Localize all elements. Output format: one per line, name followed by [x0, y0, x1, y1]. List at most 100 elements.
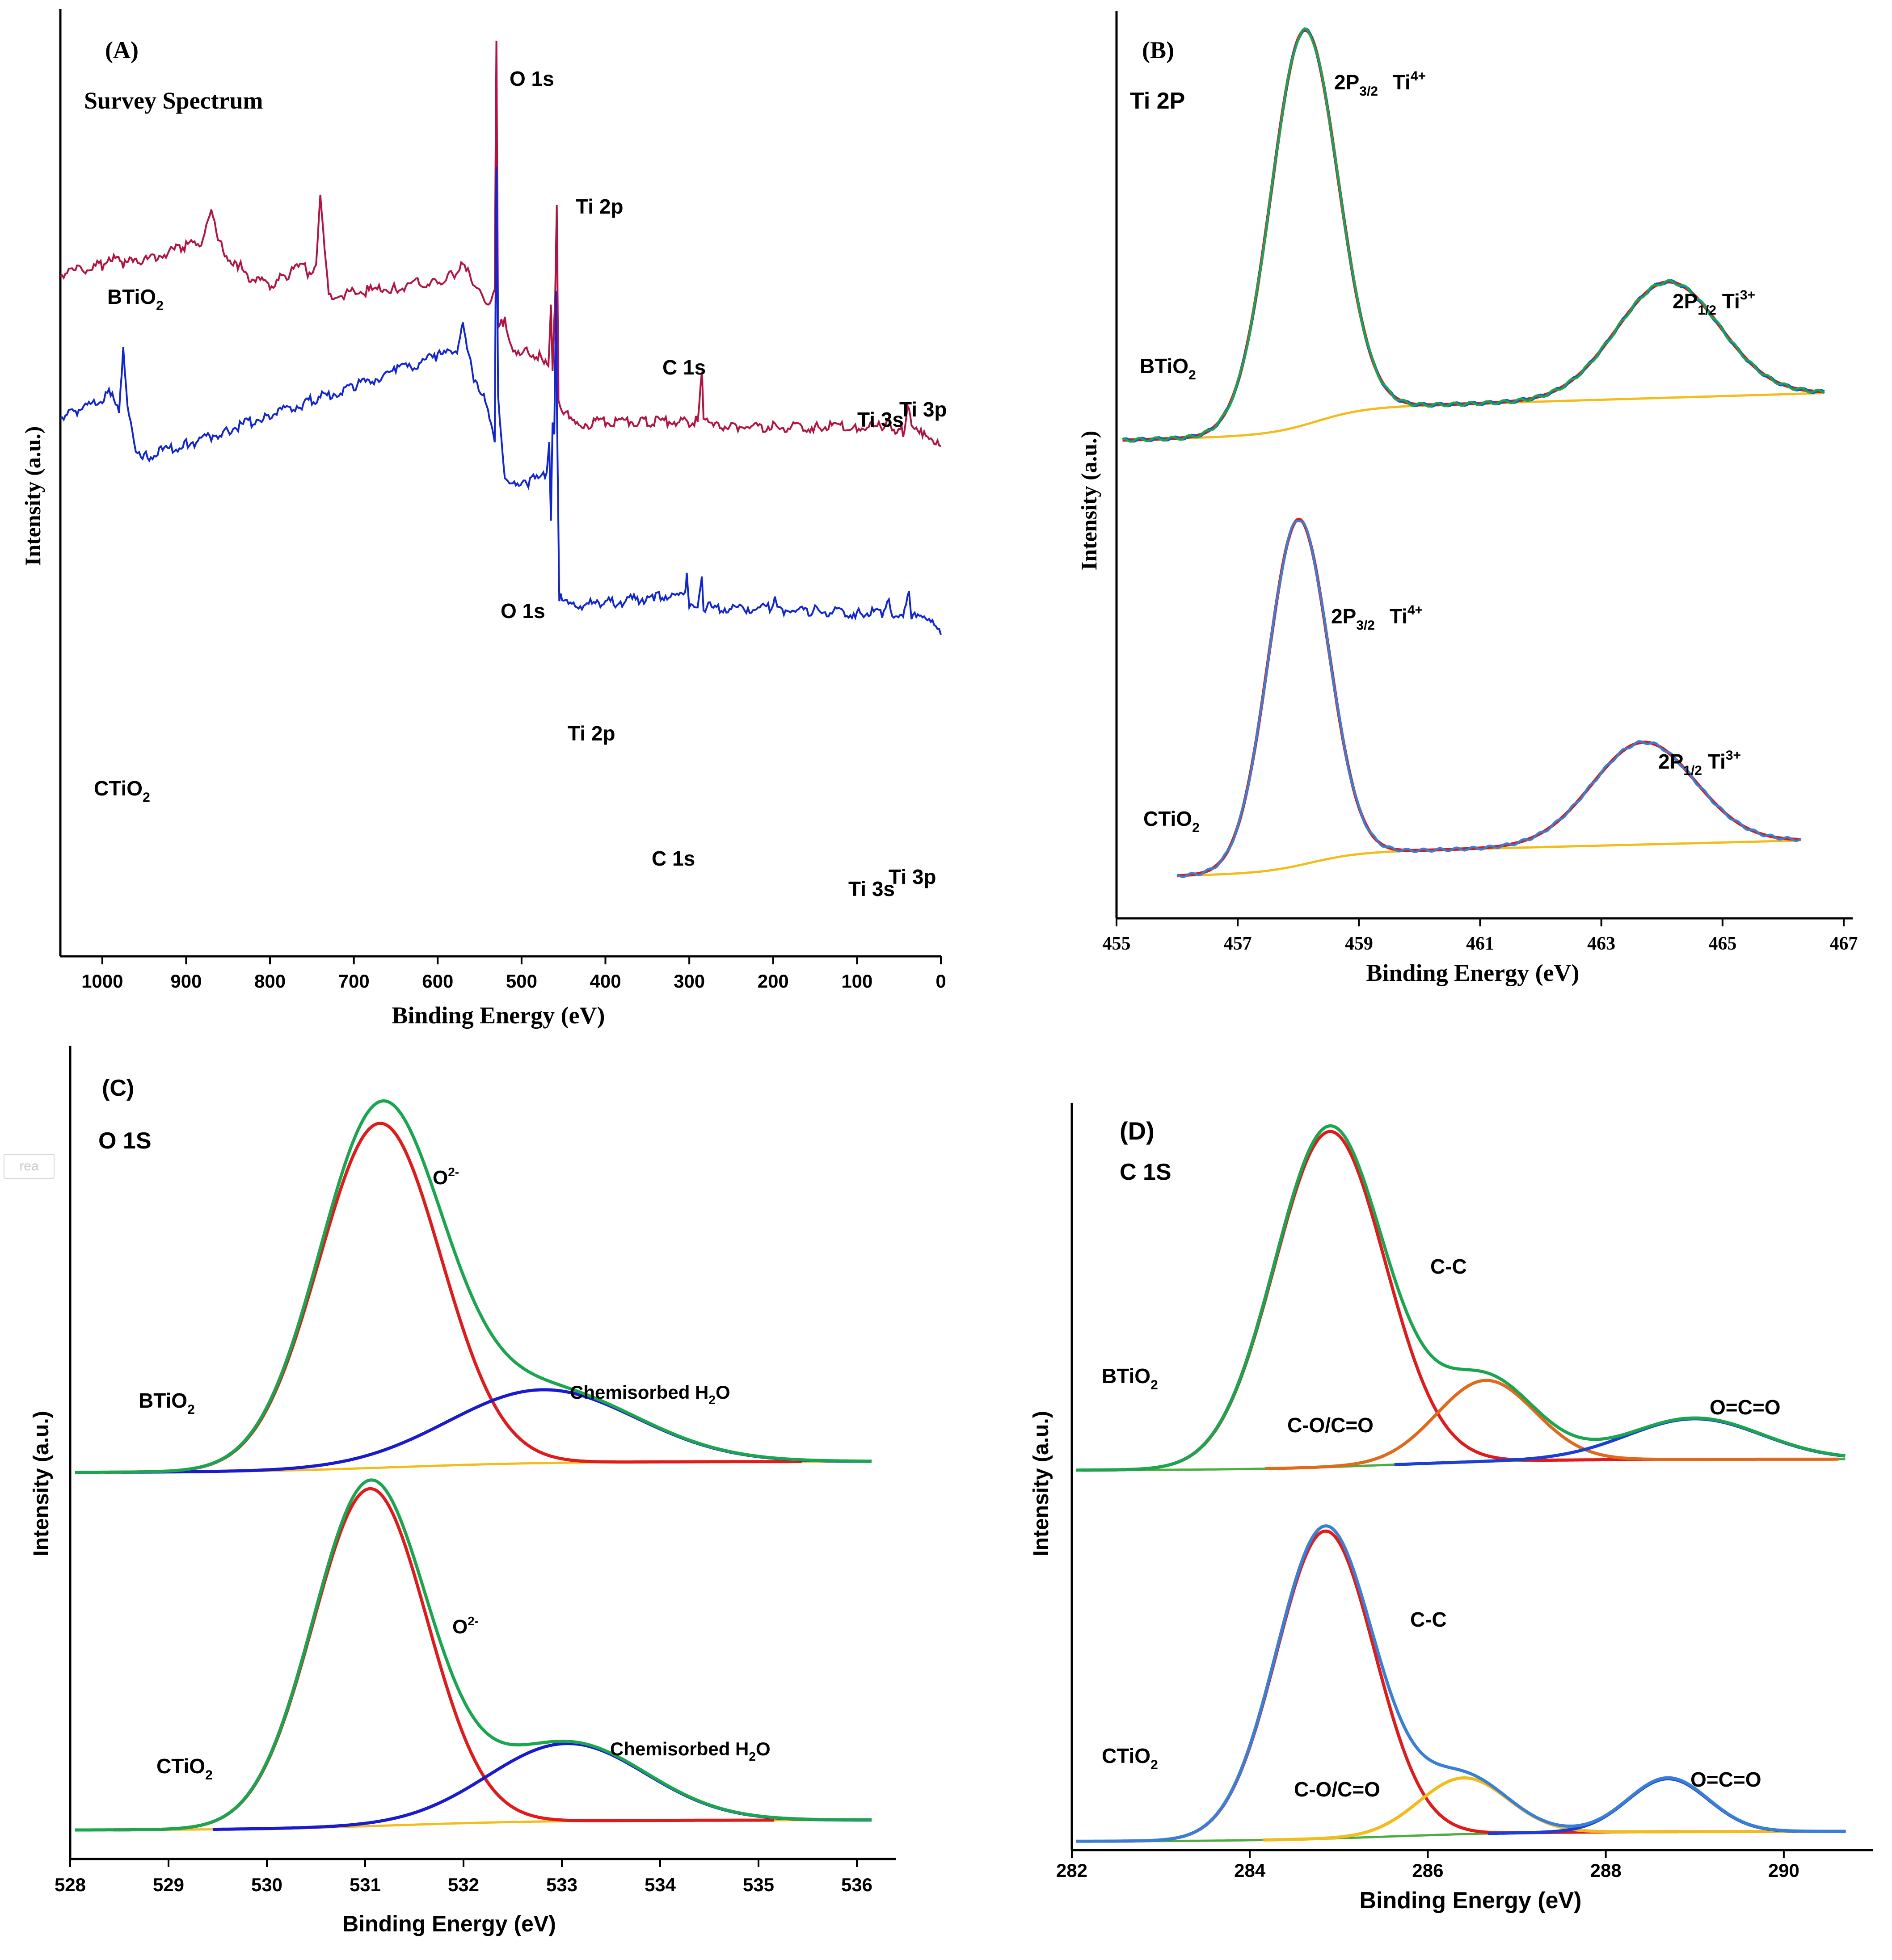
- panel-c-x-axis-title: Binding Energy (eV): [342, 1911, 556, 1936]
- x-tick-label: 457: [1224, 934, 1252, 954]
- ctio2-series-label: CTiO2: [94, 777, 150, 805]
- component-c-c: [1105, 1529, 1678, 1843]
- x-tick-label: 300: [674, 971, 705, 992]
- panel-d-label: (D): [1120, 1117, 1155, 1145]
- panel-a-x-axis-title: Binding Energy (eV): [392, 1002, 605, 1029]
- panel-b-x-axis-title: Binding Energy (eV): [1366, 959, 1579, 986]
- envelope-line: [1122, 29, 1825, 442]
- x-tick-label: 536: [841, 1874, 872, 1895]
- btio2-o2-annotation: O2-: [433, 1165, 459, 1189]
- ctio2-oco-annotation: O=C=O: [1690, 1768, 1761, 1791]
- component-chemisorbed-h2o: [122, 1388, 871, 1474]
- panel-d-subtitle: C 1S: [1120, 1159, 1171, 1185]
- x-tick-label: 1000: [81, 971, 123, 992]
- btio2-2p12-ti3-annotation: 2P1/2 Ti3+: [1673, 288, 1755, 318]
- x-tick-label: 467: [1830, 934, 1858, 954]
- ctio2-c1s-annotation: C 1s: [652, 847, 695, 870]
- panel-b-subtitle: Ti 2P: [1130, 88, 1185, 114]
- ctio2-ti2p-annotation: Ti 2p: [568, 722, 615, 745]
- btio2-c1s-annotation: C 1s: [662, 356, 706, 379]
- panel-d-curves: [1076, 1124, 1846, 1843]
- envelope-line: [1076, 1124, 1846, 1472]
- panel-a-x-ticks: 1000 900 800 700 600 500 400 300 200 100 0: [81, 956, 946, 992]
- series-line-ctio2: [59, 167, 942, 635]
- btio2-ti2p-annotation: Ti 2p: [576, 195, 624, 218]
- envelope-line: [1177, 517, 1801, 878]
- x-tick-label: 290: [1768, 1860, 1799, 1881]
- panel-c-subtitle: O 1S: [98, 1128, 152, 1154]
- panel-b-x-ticks: 455 457 459 461 463 465 467: [1103, 918, 1858, 954]
- x-tick-label: 200: [758, 971, 789, 992]
- panel-b-ti2p: 455 457 459 461 463 465 467 (B) Ti 2P Binding …: [1076, 11, 1858, 986]
- x-tick-label: 600: [422, 971, 453, 992]
- x-tick-label: 528: [55, 1874, 86, 1895]
- component-c-c: [1081, 1130, 1712, 1472]
- panel-b-y-axis-title: Intensity (a.u.): [1076, 431, 1101, 571]
- component-o-c-o: [1487, 1777, 1846, 1835]
- btio2-series-label: BTiO2: [107, 285, 164, 313]
- x-tick-label: 284: [1234, 1860, 1266, 1881]
- x-tick-label: 461: [1466, 934, 1494, 954]
- panel-c-x-ticks: 528 529 530 531 532 533 534 535 536: [55, 1859, 872, 1895]
- panel-b-curves: [1122, 27, 1825, 878]
- series-line-btio2: [60, 41, 941, 447]
- ctio2-co-annotation: C-O/C=O: [1294, 1778, 1380, 1801]
- btio2-oco-annotation: O=C=O: [1710, 1396, 1781, 1419]
- component-c-o-c-o: [1265, 1379, 1839, 1470]
- panel-c-o1s: 528 529 530 531 532 533 534 535 536 (C) O 1S Bin…: [29, 1046, 896, 1936]
- envelope-line: [75, 1099, 872, 1474]
- panel-a-survey-spectrum: 1000 900 800 700 600 500 400 300 200 100 0 (A) Sur…: [20, 9, 947, 1029]
- background-line: [1122, 392, 1823, 442]
- x-tick-label: 400: [590, 971, 621, 992]
- panel-a-label: (A): [105, 37, 139, 63]
- x-tick-label: 465: [1708, 934, 1736, 954]
- panel-b-ctio2-label: CTiO2: [1143, 807, 1200, 835]
- panel-c-label: (C): [102, 1075, 134, 1101]
- ctio2-2p32-ti4-annotation: 2P3/2 Ti4+: [1331, 603, 1423, 633]
- x-tick-label: 500: [506, 971, 537, 992]
- panel-d-x-ticks: 282 284 286 288 290: [1056, 1850, 1799, 1881]
- btio2-ti3s-annotation: Ti 3s: [857, 408, 904, 431]
- x-tick-label: 800: [254, 971, 286, 992]
- btio2-co-annotation: C-O/C=O: [1287, 1413, 1374, 1437]
- x-tick-label: 282: [1056, 1860, 1087, 1881]
- panel-c-curves: [75, 1099, 872, 1832]
- ctio2-o2-annotation: O2-: [452, 1614, 479, 1638]
- panel-c-btio2-label: BTiO2: [139, 1389, 195, 1417]
- x-tick-label: 535: [743, 1874, 774, 1895]
- x-tick-label: 700: [338, 971, 370, 992]
- panel-c-y-axis-title: Intensity (a.u.): [29, 1411, 53, 1556]
- panel-a-series: [59, 41, 942, 635]
- btio2-ti3p-annotation: Ti 3p: [899, 398, 947, 421]
- x-tick-label: 463: [1587, 934, 1615, 954]
- panel-b-label: (B): [1142, 37, 1174, 63]
- ctio2-ti3p-annotation: Ti 3p: [889, 865, 936, 888]
- area-tag: rea: [4, 1154, 55, 1179]
- ctio2-cc-annotation: C-C: [1410, 1608, 1447, 1631]
- x-tick-label: 286: [1412, 1860, 1443, 1881]
- panel-d-btio2-label: BTiO2: [1102, 1364, 1158, 1392]
- envelope-line: [1176, 520, 1801, 878]
- panel-d-x-axis-title: Binding Energy (eV): [1360, 1888, 1582, 1914]
- envelope-line: [1076, 1524, 1846, 1843]
- btio2-o1s-annotation: O 1s: [510, 67, 554, 90]
- envelope-line: [75, 1478, 872, 1832]
- ctio2-2p12-ti3-annotation: 2P1/2 Ti3+: [1658, 748, 1741, 778]
- panel-d-c1s: 282 284 286 288 290 (D) C 1S Binding Energy …: [1029, 1103, 1873, 1914]
- ctio2-o1s-annotation: O 1s: [501, 599, 545, 622]
- panel-c-ctio2-label: CTiO2: [156, 1754, 213, 1783]
- x-tick-label: 459: [1345, 934, 1373, 954]
- panel-a-y-axis-title: Intensity (a.u.): [20, 426, 45, 566]
- x-tick-label: 900: [170, 971, 202, 992]
- x-tick-label: 531: [350, 1874, 381, 1895]
- btio2-2p32-ti4-annotation: 2P3/2 Ti4+: [1334, 69, 1426, 99]
- ctio2-chemisorbed-h2o-annotation: Chemisorbed H2O: [610, 1738, 771, 1763]
- panel-b-btio2-label: BTiO2: [1140, 354, 1196, 383]
- x-tick-label: 288: [1590, 1860, 1622, 1881]
- panel-d-y-axis-title: Intensity (a.u.): [1029, 1411, 1053, 1556]
- x-tick-label: 0: [935, 971, 946, 992]
- btio2-cc-annotation: C-C: [1430, 1255, 1467, 1278]
- envelope-line: [1122, 27, 1825, 443]
- envelope-line: [1122, 27, 1825, 443]
